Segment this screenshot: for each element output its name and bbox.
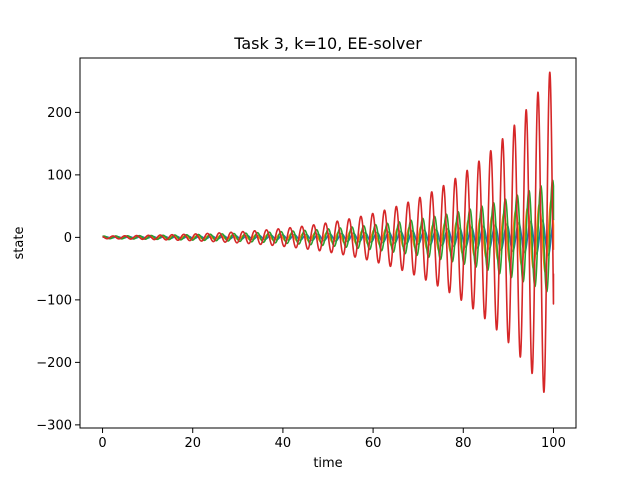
x-tick-label: 80 bbox=[455, 436, 472, 451]
series-layer bbox=[101, 71, 555, 393]
y-axis: −300 −200 −100 0 100 200 bbox=[36, 106, 80, 433]
x-tick-label: 20 bbox=[184, 436, 201, 451]
x-axis-label: time bbox=[313, 456, 342, 471]
y-tick-label: 0 bbox=[64, 231, 72, 246]
plot-frame bbox=[79, 57, 577, 429]
x-tick-label: 40 bbox=[275, 436, 292, 451]
x-axis: 0 20 40 60 80 100 bbox=[98, 428, 566, 451]
x-tick-label: 60 bbox=[365, 436, 382, 451]
y-tick-label: 100 bbox=[47, 168, 72, 183]
y-tick-label: −300 bbox=[36, 418, 72, 433]
y-tick-label: −100 bbox=[36, 293, 72, 308]
y-tick-label: 200 bbox=[47, 106, 72, 121]
series-line-4 bbox=[101, 71, 555, 393]
x-tick-label: 100 bbox=[541, 436, 566, 451]
y-tick-label: −200 bbox=[36, 356, 72, 371]
x-tick-label: 0 bbox=[98, 436, 106, 451]
chart-title: Task 3, k=10, EE-solver bbox=[233, 34, 422, 53]
y-axis-label: state bbox=[12, 227, 27, 260]
